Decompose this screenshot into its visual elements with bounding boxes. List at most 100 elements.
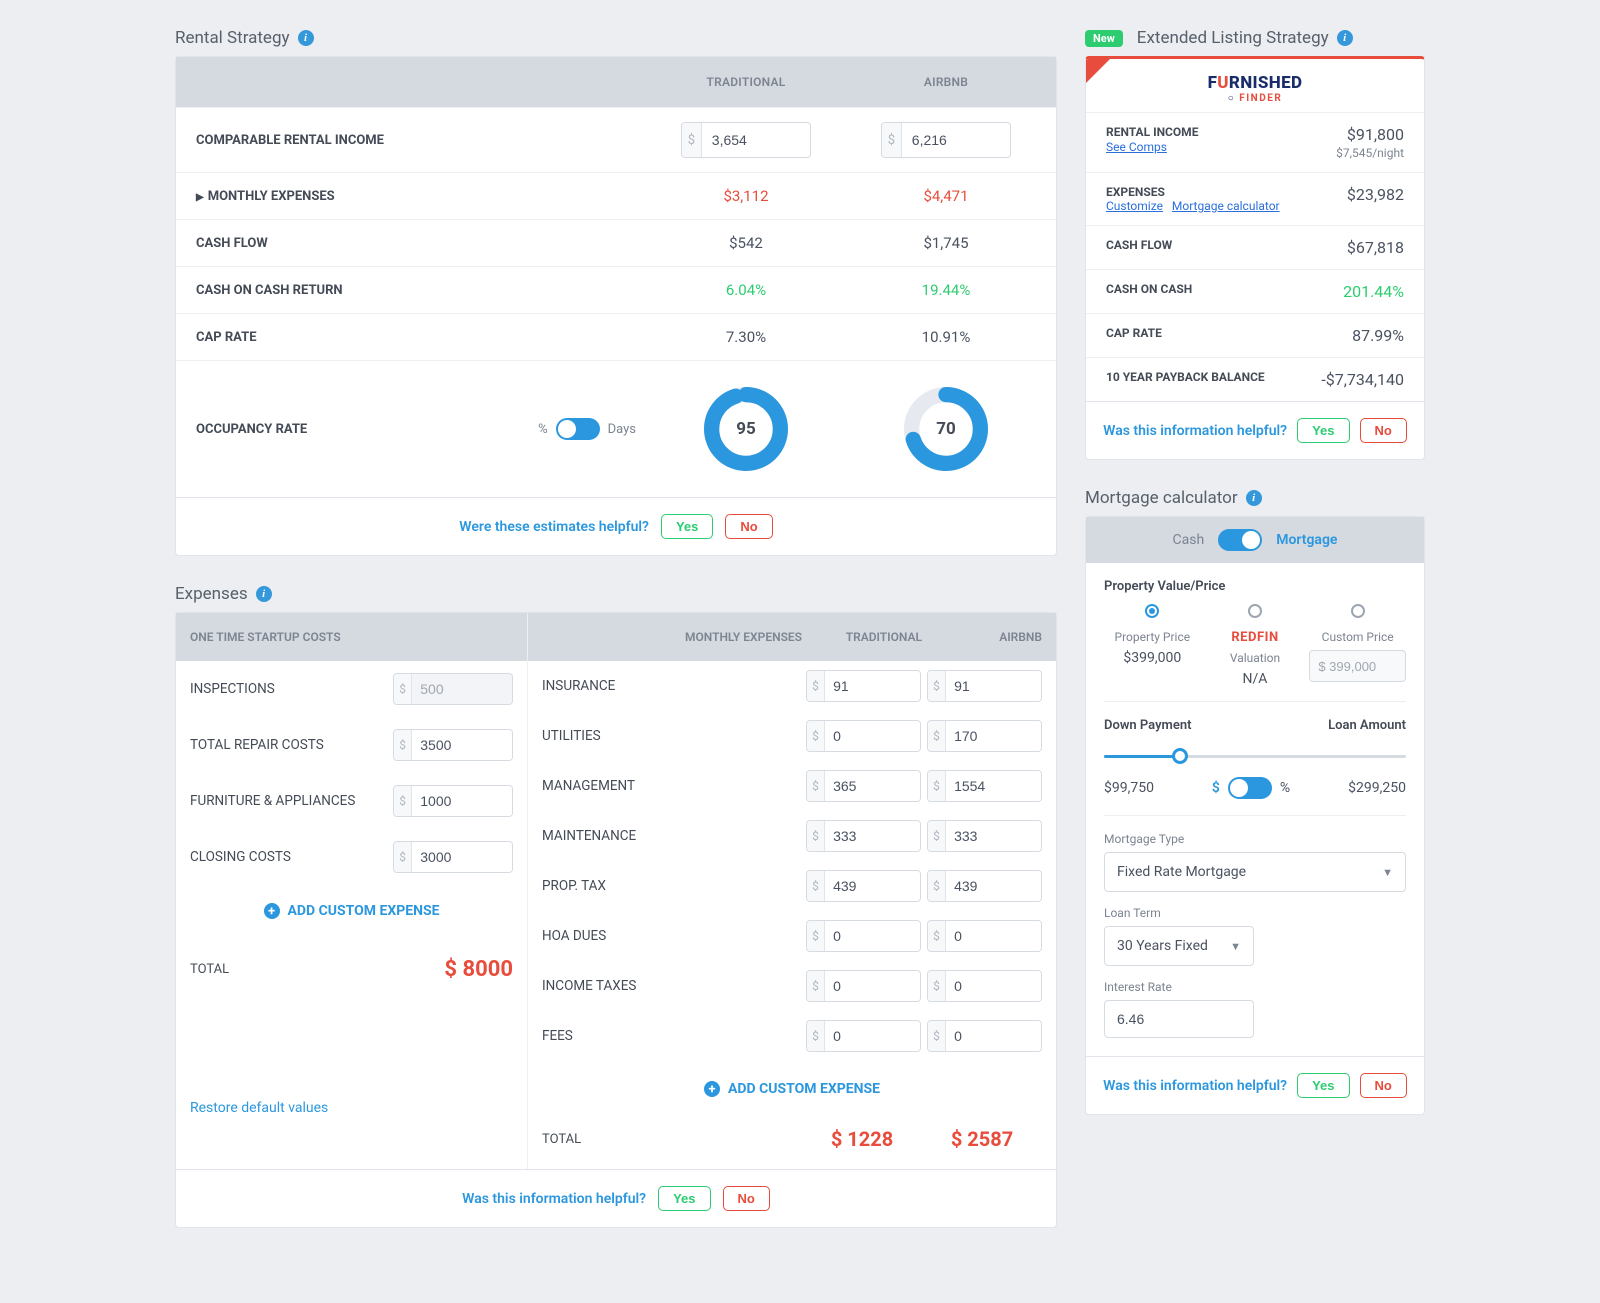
furnished-finder-logo: FURNISHED FINDER <box>1086 59 1424 112</box>
expenses-title: Expenses <box>175 584 248 604</box>
info-icon[interactable]: i <box>1337 30 1353 46</box>
no-button[interactable]: No <box>725 514 772 539</box>
startup-header: ONE TIME STARTUP COSTS <box>176 613 527 661</box>
prop_tax-trad-input[interactable]: $ <box>806 870 921 902</box>
dp-cur: $ <box>1212 780 1220 796</box>
startup-total-label: TOTAL <box>190 962 229 977</box>
new-badge: New <box>1085 30 1123 47</box>
mortgage-option[interactable]: Mortgage <box>1276 532 1337 548</box>
info-icon[interactable]: i <box>256 586 272 602</box>
ext-expenses-label: EXPENSES <box>1106 185 1280 199</box>
no-button[interactable]: No <box>1360 1073 1407 1098</box>
helpful-prompt: Was this information helpful? <box>1103 1078 1287 1094</box>
see-comps-link[interactable]: See Comps <box>1106 140 1167 154</box>
income_taxes-airbnb-input[interactable]: $ <box>927 970 1042 1002</box>
furniture-input[interactable]: $ <box>393 785 513 817</box>
ext-payback-val: -$7,734,140 <box>1321 370 1404 389</box>
hoa-trad-input[interactable]: $ <box>806 920 921 952</box>
add-custom-expense-monthly[interactable]: + ADD CUSTOM EXPENSE <box>542 1081 1042 1097</box>
income-airbnb-input[interactable]: $ <box>881 122 1011 158</box>
cash-option[interactable]: Cash <box>1173 532 1205 548</box>
inspections-input[interactable]: $ <box>393 673 513 705</box>
yes-button[interactable]: Yes <box>658 1186 710 1211</box>
management-trad-input[interactable]: $ <box>806 770 921 802</box>
no-button[interactable]: No <box>1360 418 1407 443</box>
coc-trad-val: 6.04% <box>646 281 846 299</box>
corner-flag-icon <box>1086 59 1110 83</box>
info-icon[interactable]: i <box>298 30 314 46</box>
loan-label: Loan Amount <box>1328 718 1406 733</box>
insurance-label: INSURANCE <box>542 678 800 694</box>
mortgage-card: Cash Mortgage Property Value/Price Prope… <box>1085 516 1425 1115</box>
yes-button[interactable]: Yes <box>1297 418 1349 443</box>
occupancy-donut-traditional[interactable]: 95 <box>704 387 788 471</box>
maintenance-airbnb-input[interactable]: $ <box>927 820 1042 852</box>
closing-input[interactable]: $ <box>393 841 513 873</box>
mortgage-head: Cash Mortgage <box>1086 517 1424 563</box>
dp-unit-toggle[interactable] <box>1228 777 1272 799</box>
chevron-down-icon: ▼ <box>1230 940 1241 953</box>
add-custom-expense-startup[interactable]: + ADD CUSTOM EXPENSE <box>190 903 513 919</box>
income-airbnb-field[interactable] <box>902 123 1010 157</box>
no-button[interactable]: No <box>723 1186 770 1211</box>
mortgage-type-select[interactable]: Fixed Rate Mortgage ▼ <box>1104 852 1406 892</box>
custom-price-input[interactable] <box>1309 650 1406 682</box>
prop_tax-airbnb-input[interactable]: $ <box>927 870 1042 902</box>
customize-link[interactable]: Customize <box>1106 199 1163 213</box>
fees-airbnb-input[interactable]: $ <box>927 1020 1042 1052</box>
monthly-row-maintenance: MAINTENANCE $ $ <box>528 811 1056 861</box>
loan-term-select[interactable]: 30 Years Fixed ▼ <box>1104 926 1254 966</box>
maintenance-label: MAINTENANCE <box>542 828 800 844</box>
ext-coc-label: CASH ON CASH <box>1106 282 1192 296</box>
management-airbnb-input[interactable]: $ <box>927 770 1042 802</box>
col-airbnb: AIRBNB <box>846 75 1046 89</box>
rental-strategy-header: TRADITIONAL AIRBNB <box>176 57 1056 107</box>
ext-rental-income-sub: $7,545/night <box>1336 146 1404 160</box>
row-cap-label: CAP RATE <box>196 330 646 345</box>
term-label: Loan Term <box>1104 906 1406 920</box>
fees-trad-input[interactable]: $ <box>806 1020 921 1052</box>
cashflow-trad-val: $542 <box>646 234 846 252</box>
custom-radio[interactable] <box>1351 604 1365 618</box>
monthly-total-airbnb: $ 2587 <box>922 1127 1042 1151</box>
ext-cashflow-val: $67,818 <box>1347 238 1404 257</box>
plus-icon: + <box>264 903 280 919</box>
management-label: MANAGEMENT <box>542 778 800 794</box>
row-expenses-label[interactable]: ▶MONTHLY EXPENSES <box>196 189 646 204</box>
insurance-trad-input[interactable]: $ <box>806 670 921 702</box>
interest-rate-input[interactable] <box>1104 1000 1254 1038</box>
monthly-total-label: TOTAL <box>542 1132 802 1147</box>
insurance-airbnb-input[interactable]: $ <box>927 670 1042 702</box>
yes-button[interactable]: Yes <box>661 514 713 539</box>
ext-rental-income-label: RENTAL INCOME <box>1106 125 1198 139</box>
utilities-trad-input[interactable]: $ <box>806 720 921 752</box>
occupancy-donut-airbnb[interactable]: 70 <box>904 387 988 471</box>
down-payment-slider[interactable] <box>1104 747 1406 765</box>
income-traditional-input[interactable]: $ <box>681 122 811 158</box>
mortgage-footer: Was this information helpful? Yes No <box>1086 1056 1424 1114</box>
ext-payback-label: 10 YEAR PAYBACK BALANCE <box>1106 370 1265 384</box>
hoa-airbnb-input[interactable]: $ <box>927 920 1042 952</box>
dollar-icon: $ <box>682 123 702 157</box>
repairs-label: TOTAL REPAIR COSTS <box>190 737 385 753</box>
expenses-card: ONE TIME STARTUP COSTS INSPECTIONS $ TOT… <box>175 612 1057 1228</box>
yes-button[interactable]: Yes <box>1297 1073 1349 1098</box>
redfin-label: REDFIN <box>1207 630 1304 645</box>
restore-defaults-link[interactable]: Restore default values <box>190 1100 328 1116</box>
repairs-input[interactable]: $ <box>393 729 513 761</box>
redfin-radio[interactable] <box>1248 604 1262 618</box>
occupancy-toggle[interactable] <box>556 418 600 440</box>
property-price-radio[interactable] <box>1145 604 1159 618</box>
inspections-label: INSPECTIONS <box>190 681 385 697</box>
info-icon[interactable]: i <box>1246 490 1262 506</box>
occ-percent-label: % <box>538 422 548 437</box>
prop-price-label: Property Price <box>1104 630 1201 644</box>
rental-strategy-footer: Were these estimates helpful? Yes No <box>176 497 1056 555</box>
occ-days-label: Days <box>608 422 636 437</box>
maintenance-trad-input[interactable]: $ <box>806 820 921 852</box>
cash-mortgage-toggle[interactable] <box>1218 529 1262 551</box>
income_taxes-trad-input[interactable]: $ <box>806 970 921 1002</box>
mortgage-calc-link[interactable]: Mortgage calculator <box>1172 199 1280 213</box>
utilities-airbnb-input[interactable]: $ <box>927 720 1042 752</box>
income-trad-field[interactable] <box>702 123 810 157</box>
